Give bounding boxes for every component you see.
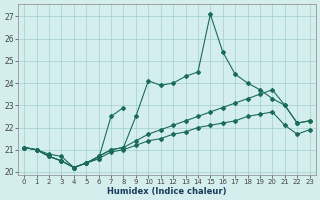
X-axis label: Humidex (Indice chaleur): Humidex (Indice chaleur) <box>107 187 227 196</box>
